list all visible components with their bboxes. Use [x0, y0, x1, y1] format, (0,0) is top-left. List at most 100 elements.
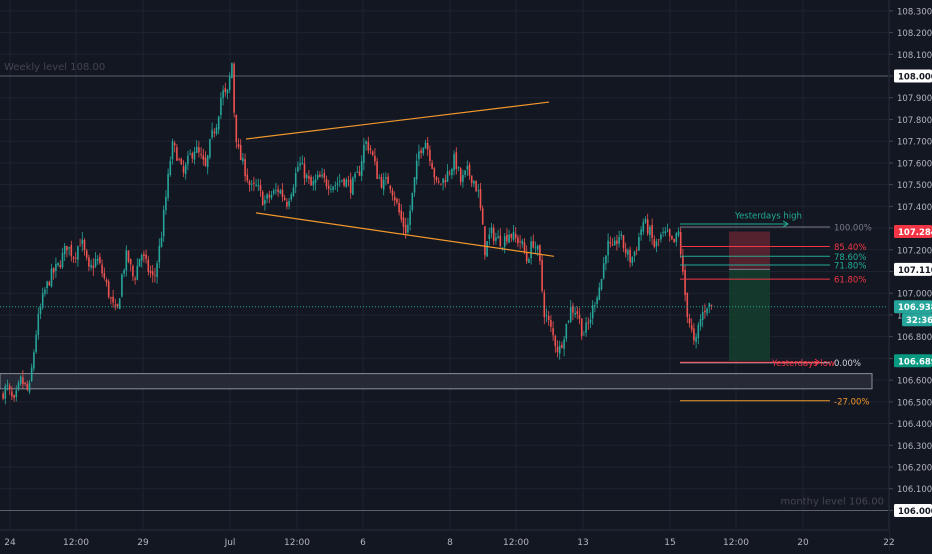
- candle-body: [605, 255, 607, 264]
- candle-body: [24, 382, 26, 384]
- price-axis[interactable]: 108.300 108.200 108.100 108.000 107.900 107.8…: [888, 0, 932, 550]
- candle-body: [193, 151, 196, 160]
- candle-body: [583, 334, 585, 336]
- candle-body: [409, 210, 411, 225]
- candle-body: [88, 257, 90, 267]
- candle-body: [173, 143, 176, 146]
- candle-body: [297, 166, 299, 172]
- candle-body: [66, 245, 68, 251]
- candle-body: [59, 264, 62, 268]
- candle-body: [470, 175, 473, 184]
- candle-body: [415, 160, 418, 180]
- candle-body: [627, 250, 629, 255]
- candle-body: [473, 181, 475, 184]
- price-label-badge: [894, 262, 932, 276]
- candle-body: [259, 185, 262, 191]
- candle-body: [338, 181, 341, 183]
- candle-body: [402, 217, 405, 227]
- candle-body: [39, 307, 42, 314]
- candle-body: [44, 289, 46, 294]
- candle-body: [633, 251, 636, 256]
- candle-body: [349, 179, 352, 193]
- candle-body: [156, 263, 158, 277]
- candle-body: [635, 249, 638, 251]
- candle-body: [107, 281, 110, 298]
- candle-body: [521, 240, 524, 244]
- candle-body: [151, 271, 154, 275]
- candle-body: [314, 179, 317, 184]
- price-label-badge: [894, 354, 932, 368]
- candle-body: [22, 377, 24, 385]
- candle-body: [664, 231, 667, 234]
- candle-body: [363, 144, 365, 163]
- candle-body: [169, 160, 172, 176]
- candle-body: [587, 322, 590, 324]
- candle-body: [352, 177, 354, 195]
- candle-body: [292, 187, 295, 196]
- candle-body: [541, 259, 543, 291]
- candle-body: [242, 157, 244, 162]
- candle-body: [11, 391, 13, 397]
- price-tick-label: 106.400: [897, 420, 932, 430]
- time-tick-label: 8: [447, 538, 453, 548]
- candle-body: [569, 307, 572, 322]
- candle-body: [437, 180, 440, 183]
- monthly-level-label: monthy level 106.00: [780, 496, 884, 507]
- candle-body: [343, 178, 345, 186]
- candle-body: [418, 151, 420, 160]
- candle-body: [607, 240, 609, 256]
- candle-body: [206, 155, 209, 168]
- price-tick-label: 107.400: [897, 203, 932, 213]
- candle-body: [272, 190, 275, 194]
- candle-body: [308, 176, 310, 179]
- price-tick-label: 106.500: [897, 398, 932, 408]
- candle-body: [528, 259, 530, 263]
- candle-body: [310, 176, 312, 186]
- candle-body: [442, 178, 444, 184]
- candle-body: [701, 312, 704, 321]
- price-label-text: 106.000: [898, 507, 932, 517]
- candle-body: [477, 190, 480, 192]
- candle-body: [239, 145, 242, 161]
- candle-body: [411, 192, 414, 211]
- candle-body: [28, 382, 31, 392]
- candle-body: [281, 189, 284, 198]
- candle-body: [704, 310, 706, 313]
- candle-body: [305, 174, 308, 179]
- price-label-badge: [894, 503, 932, 517]
- price-tick-label: 107.500: [897, 181, 932, 191]
- candle-body: [37, 314, 40, 335]
- candle-body: [561, 344, 563, 348]
- candle-body: [165, 196, 167, 211]
- candle-body: [440, 183, 442, 185]
- candle-body: [611, 244, 614, 246]
- candle-body: [695, 336, 697, 342]
- candle-body: [371, 151, 374, 155]
- candle-body: [336, 183, 339, 185]
- candle-body: [253, 182, 255, 184]
- candle-body: [554, 335, 557, 347]
- time-tick-label: 12:00: [723, 538, 749, 548]
- candle-body: [497, 236, 499, 239]
- candle-body: [435, 177, 438, 180]
- candle-body: [209, 139, 211, 158]
- candle-body: [398, 202, 400, 213]
- candle-body: [380, 176, 383, 188]
- candle-body: [706, 308, 708, 314]
- price-tick-label: 107.800: [897, 116, 932, 126]
- time-tick-label: 15: [664, 538, 675, 548]
- candle-body: [138, 258, 141, 267]
- candle-body: [288, 200, 290, 206]
- candle-body: [149, 270, 152, 273]
- time-axis[interactable]: 24 12:00 29 Jul 12:00 6 8 12:00 13 15 12:00 20 22: [0, 529, 895, 550]
- candle-body: [264, 200, 266, 205]
- candle-body: [2, 393, 4, 399]
- candle-body: [688, 318, 691, 324]
- candle-body: [510, 234, 513, 238]
- candle-body: [367, 142, 370, 151]
- candle-body: [545, 315, 548, 317]
- candle-body: [41, 293, 44, 308]
- fib-level-label: 71.80%: [834, 262, 866, 272]
